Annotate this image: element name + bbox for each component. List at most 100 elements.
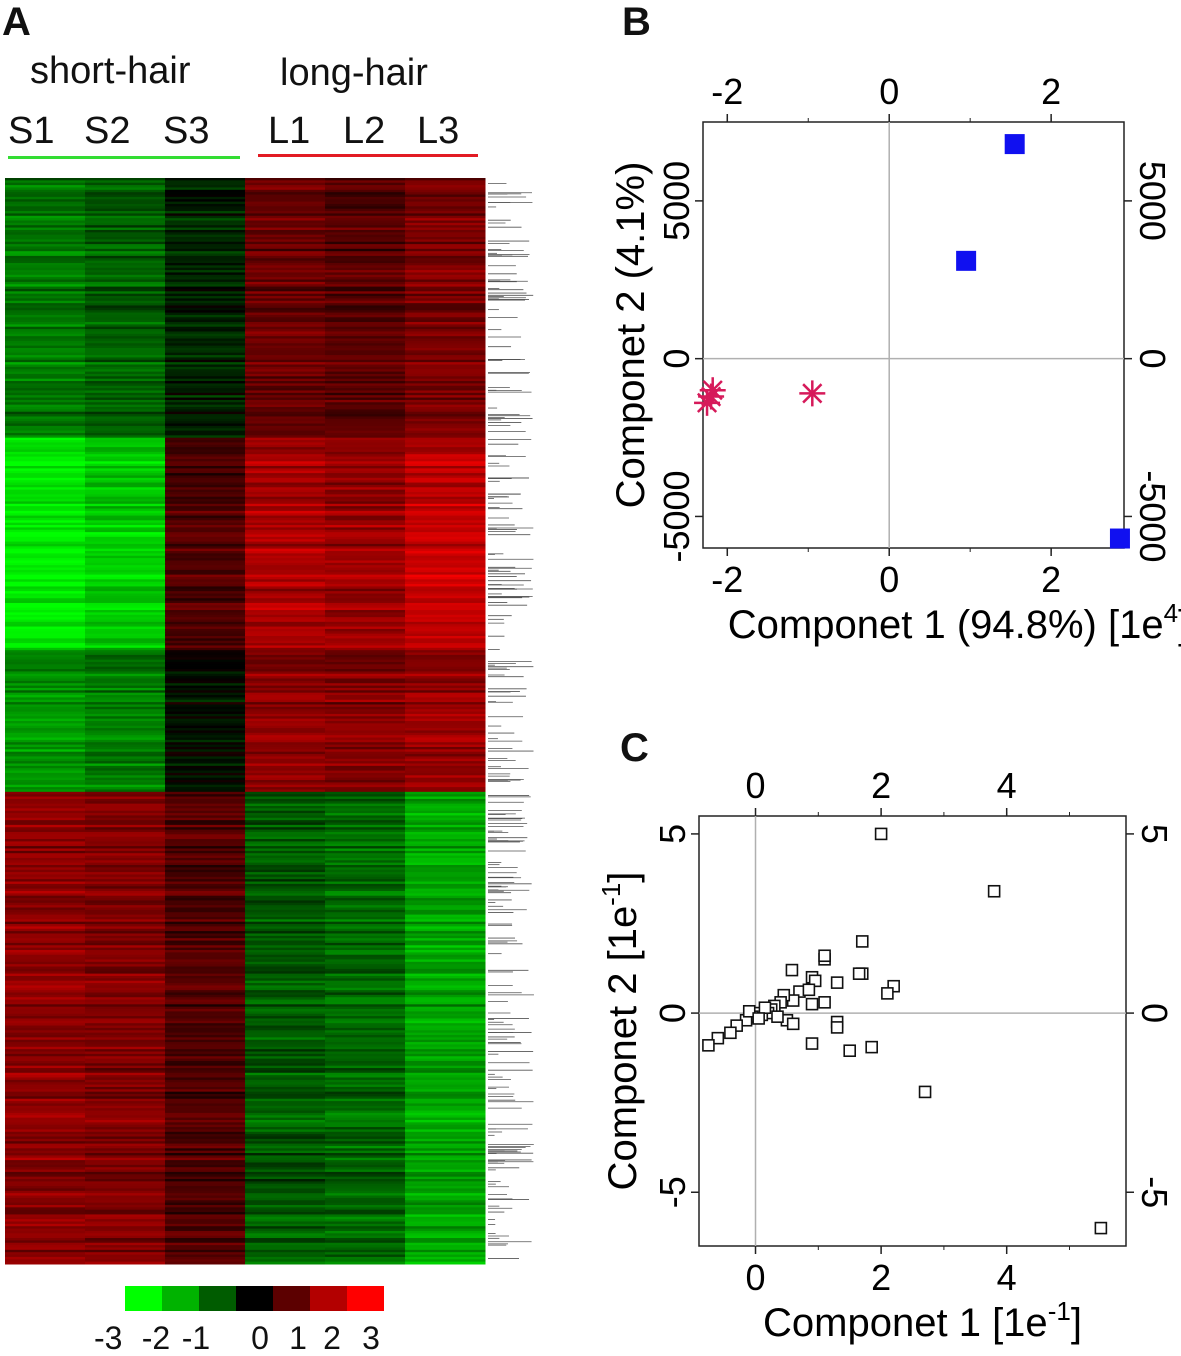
heatmap-cell — [5, 1042, 86, 1045]
heatmap-cell — [245, 454, 326, 458]
heatmap-cell — [85, 711, 166, 715]
heatmap-cell — [245, 624, 326, 628]
heatmap-cell — [165, 803, 246, 807]
heatmap-cell — [325, 392, 406, 396]
heatmap-cell — [5, 961, 86, 965]
heatmap-cell — [405, 305, 486, 309]
heatmap-cell — [245, 1221, 326, 1225]
heatmap-cell — [325, 829, 406, 833]
heatmap-cell — [85, 1011, 166, 1015]
heatmap-cell — [245, 395, 326, 399]
heatmap-cell — [85, 286, 166, 290]
heatmap-cell — [325, 1018, 406, 1022]
heatmap-cell — [5, 281, 86, 285]
heatmap-cell — [165, 794, 246, 798]
heatmap-cell — [5, 211, 86, 214]
heatmap-cell — [5, 192, 86, 196]
heatmap-cell — [5, 194, 86, 198]
heatmap-cell — [405, 600, 486, 604]
heatmap-cell — [165, 841, 246, 845]
heatmap-cell — [85, 581, 166, 585]
heatmap-cell — [85, 536, 166, 540]
heatmap-cell — [245, 909, 326, 913]
heatmap-cell — [245, 288, 326, 292]
heatmap-cell — [245, 671, 326, 675]
x-tick-label-top: 2 — [1041, 71, 1061, 112]
heatmap-cell — [165, 628, 246, 632]
heatmap-cell — [245, 749, 326, 753]
heatmap-cell — [245, 739, 326, 743]
heatmap-cell — [165, 992, 246, 996]
heatmap-cell — [405, 442, 486, 446]
heatmap-cell — [5, 579, 86, 583]
heatmap-cell — [245, 456, 326, 460]
heatmap-cell — [405, 1089, 486, 1093]
heatmap-cell — [405, 789, 486, 793]
heatmap-cell — [85, 888, 166, 892]
heatmap-cell — [85, 534, 166, 538]
heatmap-cell — [5, 1122, 86, 1126]
heatmap-cell — [405, 933, 486, 937]
heatmap-cell — [405, 732, 486, 736]
heatmap-cell — [165, 893, 246, 897]
heatmap-cell — [405, 343, 486, 347]
heatmap-cell — [325, 650, 406, 654]
heatmap-cell — [165, 555, 246, 559]
heatmap-cell — [5, 1169, 86, 1173]
heatmap-cell — [245, 787, 326, 790]
heatmap-cell — [325, 475, 406, 479]
heatmap-cell — [245, 444, 326, 448]
heatmap-cell — [165, 322, 246, 325]
heatmap-cell — [405, 475, 486, 479]
heatmap-cell — [325, 749, 406, 753]
heatmap-cell — [245, 314, 326, 318]
heatmap-cell — [405, 1183, 486, 1187]
heatmap-cell — [85, 510, 166, 514]
scale-tick-label: 3 — [362, 1320, 380, 1356]
heatmap-cell — [245, 1056, 326, 1060]
heatmap-cell — [5, 1053, 86, 1057]
heatmap-cell — [85, 251, 166, 255]
heatmap-cell — [325, 1160, 406, 1163]
heatmap-cell — [5, 857, 86, 861]
heatmap-cell — [85, 1256, 166, 1260]
heatmap-cell — [85, 553, 166, 557]
heatmap-cell — [5, 1077, 86, 1081]
heatmap-cell — [325, 1181, 406, 1185]
heatmap-cell — [165, 619, 246, 623]
heatmap-cell — [85, 1023, 166, 1027]
heatmap-cell — [405, 1256, 486, 1260]
heatmap-cell — [165, 395, 246, 399]
heatmap-cell — [165, 680, 246, 684]
heatmap-cell — [165, 574, 246, 578]
loading-point — [785, 963, 799, 977]
heatmap-cell — [5, 1216, 86, 1220]
heatmap-cell — [245, 187, 326, 191]
heatmap-cell — [165, 687, 246, 691]
heatmap-cell — [5, 1058, 86, 1062]
heatmap-cell — [405, 203, 486, 207]
heatmap-cell — [245, 1013, 326, 1017]
heatmap-cell — [245, 272, 326, 276]
heatmap-cell — [325, 551, 406, 554]
heatmap-cell — [245, 839, 326, 842]
heatmap-cell — [405, 487, 486, 491]
heatmap-cell — [325, 994, 406, 998]
x-axis-label: Componet 1 [1e-1] — [763, 1296, 1082, 1345]
heatmap-cell — [325, 664, 406, 668]
heatmap-cell — [405, 813, 486, 816]
heatmap-cell — [245, 359, 326, 363]
heatmap-cell — [325, 938, 406, 942]
heatmap-cell — [405, 902, 486, 906]
heatmap-cell — [245, 281, 326, 285]
heatmap-cell — [5, 470, 86, 474]
heatmap-cell — [405, 272, 486, 276]
heatmap-cell — [245, 392, 326, 396]
heatmap-cell — [165, 940, 246, 944]
heatmap-cell — [325, 1233, 406, 1237]
y-tick-label-right: 0 — [1134, 1003, 1175, 1023]
heatmap-cell — [5, 185, 86, 188]
heatmap-cell — [245, 697, 326, 701]
heatmap-cell — [85, 253, 166, 257]
heatmap-cell — [5, 1221, 86, 1225]
